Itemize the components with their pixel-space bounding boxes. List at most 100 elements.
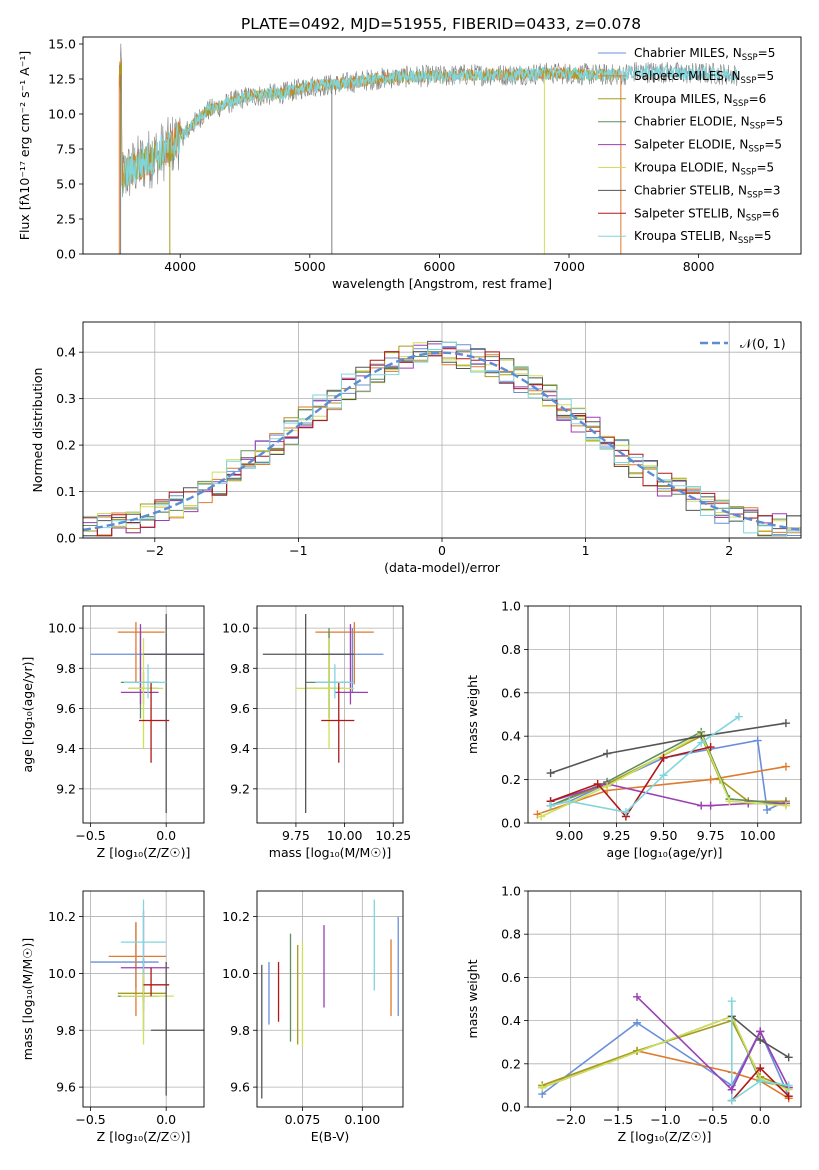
plot-area-mass-vs-Z [90, 899, 204, 1096]
x-tick-label: 9.25 [603, 828, 631, 843]
panel-mass-weight-vs-age: 9.00 9.25 9.50 9.75 10.00 0.0 0.2 0.4 0.6 0.8 1.0 a… [465, 599, 802, 860]
y-tick-label: 0.1 [56, 484, 76, 499]
y-tick-label: 5.0 [56, 177, 76, 192]
x-axis-label: age [log₁₀(age/yr)] [607, 845, 723, 860]
x-axis-label: wavelength [Angstrom, rest frame] [332, 276, 552, 291]
y-tick-label: 0.2 [56, 438, 76, 453]
weight-marker [546, 769, 555, 778]
weight-marker [781, 801, 790, 810]
y-tick-label: 0.0 [56, 247, 76, 262]
weight-marker [706, 775, 715, 784]
weight-marker [725, 797, 734, 806]
y-tick-label: 9.2 [56, 781, 76, 796]
axes-frame [82, 890, 205, 1108]
weight-marker [633, 992, 642, 1001]
y-tick-label: 0.6 [501, 970, 521, 985]
plot-area-residuals [83, 340, 801, 537]
spectrum-line-3 [122, 64, 738, 194]
y-tick-label: 9.6 [230, 701, 250, 716]
weight-line [541, 1015, 789, 1091]
legend-nssp: =6 [762, 206, 780, 220]
y-axis-label: age [log₁₀(age/yr)] [20, 657, 35, 773]
weight-line [731, 1001, 789, 1103]
legend-subscript: SSP [748, 145, 764, 155]
axes-frame [82, 605, 205, 824]
axes-frame [256, 605, 404, 824]
legend-subscript: SSP [741, 76, 757, 86]
y-tick-label: 10.0 [222, 966, 250, 981]
axes-frame [527, 890, 802, 1108]
y-tick-label: 9.6 [56, 701, 76, 716]
y-tick-label: 9.6 [56, 1080, 76, 1095]
x-tick-label: −0.5 [75, 1112, 105, 1127]
y-tick-label: 0.3 [56, 391, 76, 406]
grid-age-vs-mass [257, 606, 403, 823]
axes-frame [527, 605, 802, 824]
y-tick-label: 12.5 [48, 72, 76, 87]
y-axis-label: Flux [fλ10⁻¹⁷ erg cm⁻² s⁻¹ A⁻¹] [17, 51, 32, 240]
y-tick-label: 10.0 [48, 621, 76, 636]
weight-marker [756, 1064, 765, 1073]
x-tick-label: 1 [582, 543, 590, 558]
weight-line [550, 716, 740, 813]
histogram-8 [83, 341, 801, 537]
legend-nssp: =5 [754, 229, 772, 243]
weight-marker [659, 753, 668, 762]
x-tick-label: 10.00 [740, 828, 776, 843]
weight-marker [593, 779, 602, 788]
x-axis-label: Z [log₁₀(Z/Z☉)] [97, 1129, 191, 1144]
x-axis-label: Z [log₁₀(Z/Z☉)] [97, 845, 191, 860]
weight-marker [659, 771, 668, 780]
weight-marker [565, 797, 574, 806]
legend-entry: Chabrier STELIB, NSSP=3 [634, 183, 781, 200]
y-tick-label: 9.8 [56, 661, 76, 676]
y-tick-label: 0.0 [56, 531, 76, 546]
legend-nssp: =5 [758, 46, 776, 60]
legend-nssp: =3 [763, 183, 781, 197]
legend-entry: Kroupa ELODIE, NSSP=5 [634, 161, 774, 178]
x-tick-label: 4000 [164, 259, 196, 274]
y-axis-label: mass [log₁₀(M/M☉)] [20, 938, 35, 1060]
y-axis-label: Normed distribution [30, 368, 45, 493]
plot-area-age-vs-Z [90, 614, 204, 813]
legend-entry: Chabrier ELODIE, NSSP=5 [634, 115, 783, 132]
y-tick-label: 1.0 [501, 599, 521, 614]
weight-marker [546, 801, 555, 810]
weight-marker [784, 1081, 793, 1090]
legend-subscript: SSP [741, 168, 757, 178]
x-tick-label: 9.00 [555, 828, 583, 843]
panel-spectrum: 4000 5000 6000 7000 8000 0.0 2.5 5.0 7.5 10.0 12.5… [17, 37, 802, 291]
y-tick-label: 0.2 [501, 1056, 521, 1071]
y-tick-label: 10.2 [48, 909, 76, 924]
weight-line [550, 739, 787, 812]
weight-marker [753, 736, 762, 745]
y-tick-label: 0.8 [501, 642, 521, 657]
panel-mass-vs-ebv: 0.075 0.100 9.6 9.8 10.0 10.2 E(B-V) [222, 890, 404, 1144]
plot-area-mass-vs-ebv [261, 899, 399, 1099]
y-tick-label: 7.5 [56, 142, 76, 157]
legend-entry: Salpeter ELODIE, NSSP=5 [634, 138, 782, 155]
y-tick-label: 1.0 [501, 884, 521, 899]
y-tick-label: 0.4 [56, 345, 76, 360]
x-tick-label: 6000 [424, 259, 456, 274]
y-axis-label: mass weight [465, 675, 480, 754]
x-tick-label: 8000 [683, 259, 715, 274]
weight-marker [621, 808, 630, 817]
y-tick-label: 9.8 [230, 1023, 250, 1038]
plot-area-age-vs-mass [262, 614, 384, 813]
weight-line [550, 722, 787, 774]
x-tick-label: 9.50 [650, 828, 678, 843]
x-axis-label: mass [log₁₀(M/M☉)] [269, 845, 391, 860]
weight-marker [538, 1083, 547, 1092]
plot-area-mass-weight-vs-Z [538, 992, 793, 1105]
x-tick-label: 0.075 [285, 1112, 321, 1127]
spectrum-legend: Chabrier MILES, NSSP=5 Salpeter MILES, NS… [598, 46, 783, 246]
weight-marker [784, 1053, 793, 1062]
weight-marker [537, 812, 546, 821]
legend-nssp: =5 [756, 69, 774, 83]
weight-marker [727, 1085, 736, 1094]
grid-mass-weight-vs-age [528, 605, 801, 824]
x-tick-label: −1.5 [603, 1112, 633, 1127]
x-tick-label: 10.25 [375, 828, 411, 843]
x-tick-label: −0.5 [75, 828, 105, 843]
